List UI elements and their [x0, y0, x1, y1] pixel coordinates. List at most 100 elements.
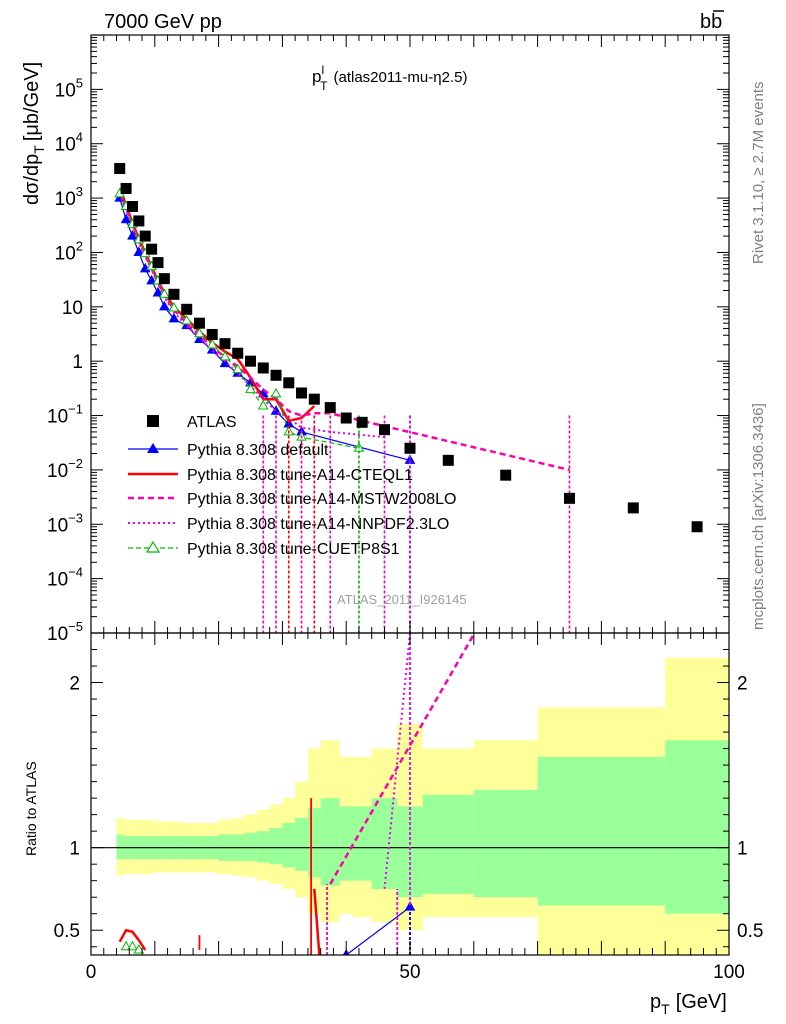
- ratio-band-inner: [295, 817, 308, 871]
- main-marker-cuetp8s1: [245, 383, 256, 394]
- data-point-atlas: [158, 273, 170, 285]
- data-point-atlas: [206, 328, 218, 340]
- main-marker-cuetp8s1: [232, 363, 244, 374]
- main-y-tick-exponent: −4: [68, 565, 83, 580]
- data-point-atlas: [232, 347, 244, 359]
- ratio-band-inner: [422, 794, 474, 894]
- data-point-atlas: [378, 424, 390, 436]
- main-y-tick-base: 1: [72, 352, 83, 373]
- main-y-tick-exponent: 3: [76, 184, 83, 199]
- main-y-tick-label: 10: [62, 298, 83, 319]
- main-y-tick-label: 1: [72, 352, 83, 373]
- ratio-band-inner: [320, 798, 340, 886]
- main-title-p: p: [312, 67, 321, 86]
- main-marker-default: [127, 230, 138, 240]
- data-point-atlas: [133, 215, 145, 227]
- legend-label-mstw: Pythia 8.308 tune-A14-MSTW2008LO: [187, 491, 456, 508]
- main-y-tick-label: 10−5: [47, 619, 83, 645]
- main-y-axis-label-sub: T: [31, 145, 47, 154]
- data-point-atlas: [691, 521, 703, 533]
- ratio-band-inner: [282, 822, 296, 868]
- ratio-marker-cuetp8s1: [120, 940, 132, 951]
- ratio-x-axis-label: pT [GeV]: [650, 991, 727, 1017]
- main-y-tick-base: 10: [55, 80, 76, 101]
- ratio-x-axis-label-units: [GeV]: [676, 991, 727, 1013]
- data-point-atlas: [120, 183, 132, 195]
- data-point-atlas: [283, 377, 295, 389]
- main-marker-cuetp8s1: [159, 288, 170, 298]
- main-y-tick-label: 102: [55, 238, 83, 264]
- data-point-atlas: [126, 201, 138, 213]
- legend-label-default: Pythia 8.308 default: [187, 442, 329, 459]
- rivet-version-label: Rivet 3.1.10, ≥ 2.7M events: [750, 82, 767, 265]
- ratio-band-inner: [256, 831, 270, 863]
- ratio-band-inner: [307, 808, 321, 878]
- main-marker-default: [152, 286, 164, 297]
- legend-label-atlas: ATLAS: [187, 414, 237, 431]
- data-point-atlas: [404, 442, 416, 454]
- main-y-axis-label-units: [μb/GeV]: [21, 62, 43, 141]
- main-y-axis-label: dσ/dpT [μb/GeV]: [21, 62, 47, 205]
- main-y-tick-label: 10−1: [47, 402, 83, 428]
- main-y-tick-label: 105: [55, 75, 83, 101]
- legend-label-cuetp8s1: Pythia 8.308 tune-CUETP8S1: [187, 541, 400, 558]
- data-point-atlas: [219, 338, 231, 350]
- legend-marker-cuetp8s1: [145, 540, 161, 553]
- main-y-tick-base: 10: [47, 624, 68, 645]
- main-y-tick-exponent: −2: [68, 456, 83, 471]
- ratio-line-cteql1: [313, 888, 321, 955]
- ratio-x-tick-label: 100: [713, 962, 745, 983]
- data-point-atlas: [308, 393, 320, 405]
- data-point-atlas: [257, 362, 269, 374]
- main-marker-default: [168, 312, 180, 323]
- header-process-label: bb: [700, 11, 722, 33]
- data-point-atlas: [627, 502, 639, 514]
- main-marker-cuetp8s1: [270, 387, 282, 398]
- data-point-atlas: [340, 412, 352, 424]
- main-y-tick-label: 10−4: [47, 565, 83, 591]
- main-title-rest: (atlas2011-mu-η2.5): [333, 69, 467, 86]
- ratio-band-inner: [116, 834, 123, 860]
- main-line-cuetp8s1: [119, 193, 360, 449]
- ratio-y-axis-label: Ratio to ATLAS: [23, 761, 39, 856]
- ratio-y-tick-label-right: 2: [737, 674, 748, 695]
- main-y-tick-exponent: 5: [76, 75, 83, 90]
- data-point-atlas: [356, 416, 368, 428]
- data-point-atlas: [139, 230, 151, 242]
- main-title-sup: l: [321, 63, 324, 77]
- data-point-atlas: [564, 492, 575, 504]
- main-y-tick-base: 10: [47, 461, 68, 482]
- ratio-y-tick-label-right: 1: [737, 839, 748, 860]
- main-y-tick-label: 103: [55, 184, 83, 210]
- header-process-bbar: b: [711, 11, 722, 33]
- main-marker-default: [159, 300, 170, 311]
- data-point-atlas: [324, 402, 336, 414]
- main-y-tick-exponent: 2: [76, 238, 83, 253]
- watermark-label: ATLAS_2011_I926145: [337, 592, 467, 607]
- main-title-sub: T: [320, 79, 328, 93]
- data-point-atlas: [193, 317, 205, 329]
- ratio-band-gap: [422, 917, 538, 955]
- data-point-atlas: [146, 243, 158, 255]
- legend-label-nnpdf: Pythia 8.308 tune-A14-NNPDF2.3LO: [187, 516, 449, 533]
- ratio-marker-cuetp8s1: [127, 940, 138, 951]
- header-process-b: b: [700, 11, 711, 33]
- data-point-atlas: [442, 454, 454, 466]
- ratio-marker-default: [404, 901, 416, 911]
- ratio-x-axis-label-sub: T: [661, 1001, 670, 1017]
- main-marker-cuetp8s1: [206, 338, 218, 349]
- ratio-band-inner: [665, 740, 729, 914]
- main-y-tick-exponent: −5: [68, 619, 83, 634]
- data-point-atlas: [270, 369, 282, 381]
- ratio-y-tick-label: 1: [69, 839, 80, 860]
- main-marker-default: [120, 213, 132, 224]
- main-marker-cuetp8s1: [181, 314, 193, 325]
- main-title: pl T (atlas2011-mu-η2.5): [312, 63, 467, 93]
- main-y-tick-label: 104: [55, 130, 83, 156]
- ratio-line-default: [345, 906, 411, 955]
- main-y-tick-base: 10: [62, 298, 83, 319]
- main-marker-cuetp8s1: [194, 327, 205, 338]
- ratio-marker-cuetp8s1: [133, 944, 145, 954]
